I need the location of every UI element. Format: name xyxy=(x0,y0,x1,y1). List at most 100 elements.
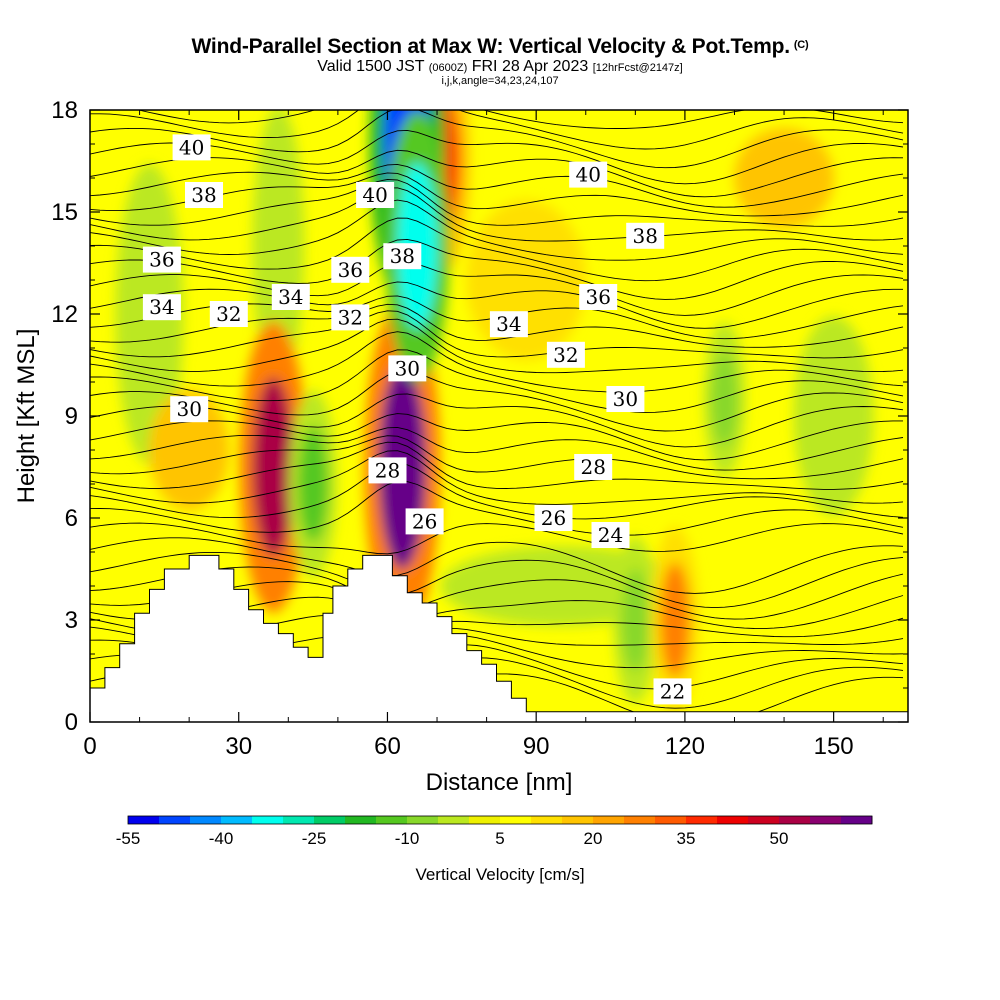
contour-label: 40 xyxy=(172,134,211,161)
colorbar-swatch xyxy=(500,816,532,824)
theta-contour xyxy=(90,238,904,300)
colorbar-title: Vertical Velocity [cm/s] xyxy=(415,865,584,884)
theta-contour xyxy=(90,566,904,620)
svg-text:28: 28 xyxy=(375,458,400,482)
potential-temperature-contours xyxy=(90,110,904,722)
theta-contour xyxy=(90,178,904,227)
theta-contour xyxy=(90,310,904,359)
svg-text:38: 38 xyxy=(632,224,657,248)
theta-contour xyxy=(90,217,904,282)
svg-text:34: 34 xyxy=(496,312,521,336)
colorbar-swatch xyxy=(407,816,439,824)
colorbar-swatch xyxy=(252,816,284,824)
contour-label: 26 xyxy=(534,505,573,531)
theta-contour xyxy=(90,110,904,150)
colorbar-swatch xyxy=(686,816,718,824)
x-tick-label: 60 xyxy=(374,733,401,760)
contour-label: 36 xyxy=(142,246,181,273)
theta-contour xyxy=(90,129,904,185)
colorbar-swatch xyxy=(128,816,160,824)
contour-label: 36 xyxy=(331,256,370,283)
theta-contour xyxy=(90,199,904,261)
x-tick-label: 150 xyxy=(814,733,854,760)
svg-text:34: 34 xyxy=(278,285,303,309)
svg-text:32: 32 xyxy=(216,302,241,326)
svg-text:24: 24 xyxy=(598,523,623,547)
contour-label: 30 xyxy=(170,396,209,423)
contour-label: 26 xyxy=(405,508,444,535)
svg-text:28: 28 xyxy=(580,455,605,479)
theta-contour xyxy=(90,370,904,432)
contour-label: 28 xyxy=(574,454,613,480)
theta-contour xyxy=(90,187,904,242)
y-tick-label: 15 xyxy=(51,199,78,226)
theta-contour xyxy=(136,110,904,129)
theta-contour xyxy=(90,281,903,329)
colorbar-swatch xyxy=(438,816,470,824)
contour-label: 32 xyxy=(331,304,370,331)
x-axis: 0 30 60 90 120 150 xyxy=(83,110,884,760)
svg-text:30: 30 xyxy=(395,356,420,380)
y-tick-label: 0 xyxy=(65,709,78,736)
theta-contour xyxy=(90,110,904,169)
contour-label: 24 xyxy=(591,522,630,548)
theta-contour xyxy=(90,522,904,555)
x-tick-label: 30 xyxy=(225,733,252,760)
svg-text:36: 36 xyxy=(338,258,363,282)
chart-title: Wind-Parallel Section at Max W: Vertical… xyxy=(0,36,1000,57)
theta-contour xyxy=(90,172,904,217)
velocity-core xyxy=(659,562,690,678)
velocity-band xyxy=(734,128,835,228)
colorbar-frame xyxy=(127,815,873,825)
valid-time: Valid 1500 JST xyxy=(317,58,425,75)
svg-text:40: 40 xyxy=(362,183,387,207)
contour-label: 28 xyxy=(368,457,407,484)
svg-text:26: 26 xyxy=(541,506,566,530)
contour-label: 38 xyxy=(383,243,422,270)
x-axis-title: Distance [nm] xyxy=(426,769,573,796)
theta-contour xyxy=(90,349,904,413)
forecast-info: [12hrFcst@2147z] xyxy=(592,62,683,74)
contour-label: 40 xyxy=(569,161,608,188)
velocity-band xyxy=(252,110,305,386)
colorbar-swatch xyxy=(531,816,563,824)
theta-contour xyxy=(90,261,904,316)
svg-text:32: 32 xyxy=(553,343,578,367)
svg-text:36: 36 xyxy=(585,285,610,309)
theta-contour xyxy=(90,537,904,594)
theta-contour xyxy=(90,331,904,393)
svg-text:30: 30 xyxy=(613,387,638,411)
svg-text:26: 26 xyxy=(412,509,437,533)
colorbar-label: 50 xyxy=(770,829,789,848)
title-block: Wind-Parallel Section at Max W: Vertical… xyxy=(0,36,1000,87)
terrain xyxy=(90,554,908,722)
y-axis-title: Height [Kft MSL] xyxy=(13,329,40,504)
contour-label: 40 xyxy=(356,182,395,208)
colorbar-swatch xyxy=(190,816,222,824)
plot-area: 40 38 36 34 32 34 36 32 40 38 30 28 26 34 32 26 28 24 30 36… xyxy=(90,110,908,722)
colorbar-label: -40 xyxy=(209,829,234,848)
colorbar-swatch xyxy=(376,816,408,824)
theta-contour xyxy=(90,481,904,536)
chart-title-text: Wind-Parallel Section at Max W: Vertical… xyxy=(191,35,791,58)
grid-indices: i,j,k,angle=34,23,24,107 xyxy=(441,75,559,87)
colorbar-swatch xyxy=(159,816,191,824)
colorbar-label: 5 xyxy=(495,829,504,848)
valid-utc: (0600Z) xyxy=(428,62,468,74)
x-tick-label: 0 xyxy=(83,733,96,760)
y-tick-label: 3 xyxy=(65,607,78,634)
theta-contour xyxy=(90,435,904,480)
colorbar-swatch xyxy=(562,816,594,824)
colorbar-swatch xyxy=(841,816,873,824)
theta-contour xyxy=(90,149,904,198)
theta-contour xyxy=(90,318,904,374)
svg-text:40: 40 xyxy=(575,163,600,187)
theta-contour xyxy=(90,450,904,505)
contour-label: 30 xyxy=(606,386,645,412)
theta-contour xyxy=(90,393,904,448)
colorbar-label: -55 xyxy=(116,829,141,848)
theta-contour xyxy=(90,426,904,471)
colorbar-swatch xyxy=(810,816,842,824)
